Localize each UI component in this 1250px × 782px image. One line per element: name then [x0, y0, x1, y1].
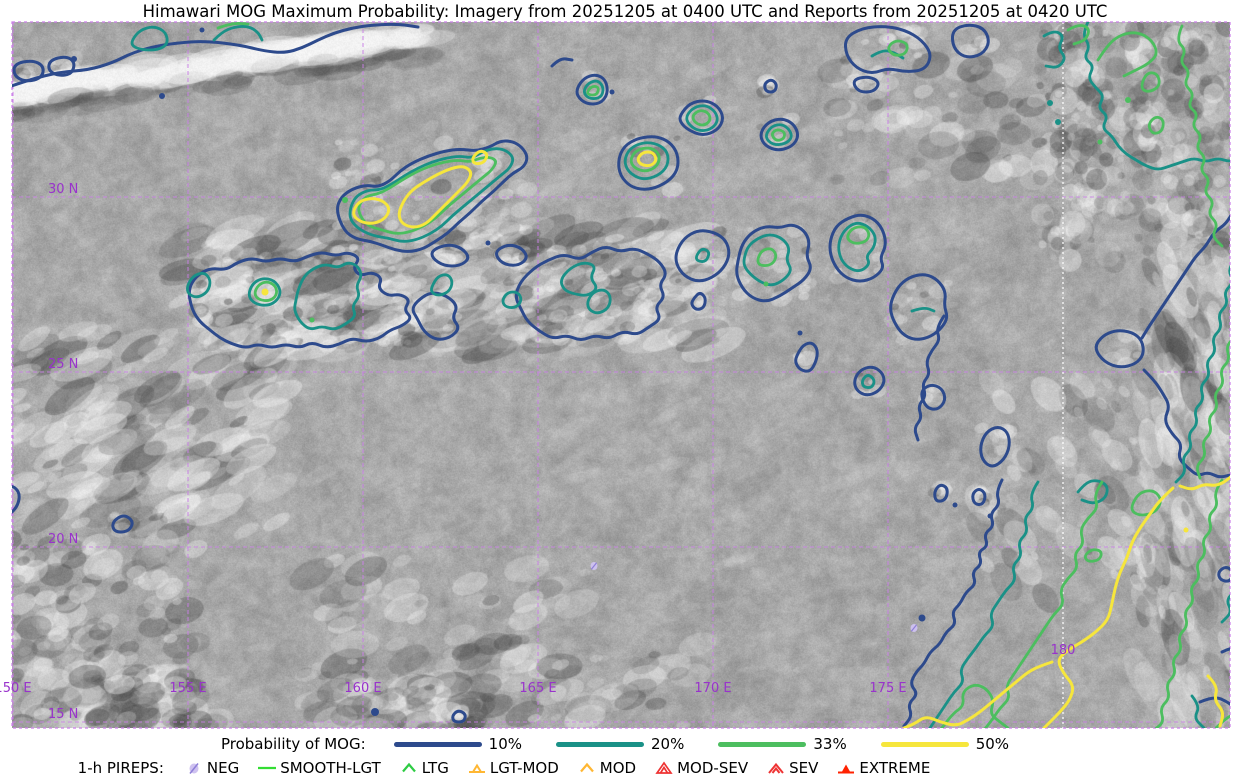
contour-color-swatch — [393, 741, 482, 747]
weather-map — [12, 22, 1230, 728]
pirep-smooth-lgt-icon — [257, 760, 280, 776]
pirep-mod-sev-icon — [654, 760, 677, 776]
pireps-legend-label: 1-h PIREPS: — [77, 759, 164, 777]
pirep-neg-icon — [184, 760, 207, 776]
legend-pirep-item-ltg: LTG — [399, 759, 449, 777]
legend-prob-item-20%: 20% — [556, 735, 684, 753]
legend-pirep-item-sev: SEV — [766, 759, 818, 777]
probability-legend-label: Probability of MOG: — [220, 735, 366, 753]
legend-prob-pct: 50% — [975, 735, 1010, 753]
legend-pirep-item-mod: MOD — [577, 759, 636, 777]
legend-prob-pct: 33% — [813, 735, 847, 753]
legend-pirep-name: EXTREME — [859, 759, 931, 777]
legend-pirep-item-smooth-lgt: SMOOTH-LGT — [257, 759, 381, 777]
legend-prob-item-10%: 10% — [393, 735, 523, 753]
pirep-sev-icon — [766, 760, 789, 776]
legend-pirep-item-lgt-mod: LGT-MOD — [467, 759, 559, 777]
legend-prob-pct: 20% — [651, 735, 685, 753]
legend-pirep-item-neg: NEG — [184, 759, 239, 777]
legend-pirep-item-extreme: EXTREME — [836, 759, 930, 777]
legend-pirep-name: LGT-MOD — [489, 759, 559, 777]
contour-color-swatch — [718, 741, 807, 747]
pirep-lgt-mod-icon — [467, 760, 490, 776]
legend-pirep-name: NEG — [206, 759, 240, 777]
legend-prob-pct: 10% — [488, 735, 523, 753]
pirep-mod-icon — [577, 760, 600, 776]
legend-pirep-name: MOD — [599, 759, 637, 777]
contour-color-swatch — [880, 741, 969, 747]
legend-prob-item-50%: 50% — [880, 735, 1010, 753]
pirep-extreme-icon — [836, 760, 859, 776]
satellite-imagery — [12, 22, 1230, 728]
legend-pirep-name: SMOOTH-LGT — [280, 759, 381, 777]
probability-legend: Probability of MOG: 10% 20% 33% 50% — [0, 733, 1240, 755]
pireps-legend: 1-h PIREPS: NEG SMOOTH-LGT LTG LGT-MOD MOD MOD… — [0, 757, 1138, 779]
pirep-ltg-icon — [399, 760, 422, 776]
page-title: Himawari MOG Maximum Probability: Imager… — [142, 2, 1108, 21]
legend-pirep-name: MOD-SEV — [677, 759, 749, 777]
legend-pirep-name: LTG — [421, 759, 449, 777]
legend-pirep-item-mod-sev: MOD-SEV — [654, 759, 748, 777]
contour-color-swatch — [556, 741, 645, 747]
legend-prob-item-33%: 33% — [718, 735, 847, 753]
legend-pirep-name: SEV — [789, 759, 819, 777]
